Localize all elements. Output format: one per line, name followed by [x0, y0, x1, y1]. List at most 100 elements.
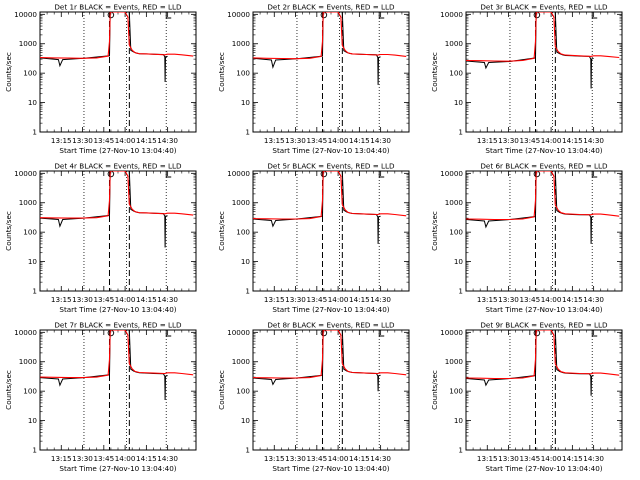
plot-frame: [465, 11, 623, 133]
x-axis-label: Start Time (27-Nov-10 13:04:40): [485, 146, 602, 155]
x-tick-label: 13:15: [477, 136, 498, 145]
x-tick-label: 13:30: [285, 136, 306, 145]
l-marker-symbol: [591, 12, 598, 19]
y-tick-label: 1: [458, 446, 463, 455]
y-tick-label: 1: [32, 446, 37, 455]
l-marker-symbol: [378, 330, 385, 337]
x-tick-label: 14:00: [328, 295, 349, 304]
panel-det-5: 1 10 100 1000 10000 13:15 13:30 13:45 14:00 14:15…: [217, 162, 410, 314]
x-tick-label: 13:45: [306, 136, 327, 145]
y-tick-label: 1000: [232, 198, 251, 207]
events-series-line: [253, 330, 381, 392]
x-tick-label: 13:45: [519, 295, 540, 304]
panel-title: Det 6r BLACK = Events, RED = LLD: [480, 162, 608, 171]
series-group: [466, 12, 620, 89]
y-tick-label: 1: [245, 287, 250, 296]
y-axis-label: Counts/sec: [430, 370, 439, 410]
panel-det-7: 1 10 100 1000 10000 13:15 13:30 13:45 14:00 14:15…: [4, 321, 197, 473]
l-marker-symbol: [165, 12, 172, 19]
plot-frame: [39, 329, 197, 451]
x-tick-label: 13:15: [264, 454, 285, 463]
panel-det-2: 1 10 100 1000 10000 13:15 13:30 13:45 14:00 14:15…: [217, 3, 410, 155]
x-tick-label: 14:00: [328, 136, 349, 145]
x-axis-label: Start Time (27-Nov-10 13:04:40): [272, 305, 389, 314]
events-series-line: [466, 330, 594, 396]
x-tick-label: 13:15: [51, 454, 72, 463]
y-tick-label: 1: [32, 287, 37, 296]
series-group: [253, 12, 407, 85]
x-tick-label: 13:30: [498, 136, 519, 145]
panel-title: Det 2r BLACK = Events, RED = LLD: [267, 3, 395, 12]
series-group: [253, 330, 407, 392]
x-tick-label: 14:00: [541, 454, 562, 463]
lld-series-line: [253, 330, 407, 379]
series-group: [40, 171, 194, 248]
y-tick-label: 1000: [19, 39, 38, 48]
y-tick-label: 1: [245, 446, 250, 455]
y-tick-label: 100: [236, 228, 250, 237]
y-axis-label: Counts/sec: [4, 211, 13, 251]
l-marker-symbol: [591, 330, 598, 337]
x-tick-label: 14:00: [115, 454, 136, 463]
x-tick-label: 14:30: [370, 295, 391, 304]
y-tick-label: 1: [245, 128, 250, 137]
x-tick-label: 13:45: [306, 295, 327, 304]
y-tick-label: 10000: [440, 169, 463, 178]
lld-series-line: [40, 171, 194, 219]
events-series-line: [40, 330, 168, 401]
y-tick-label: 1000: [19, 198, 38, 207]
y-axis-label: Counts/sec: [4, 52, 13, 92]
lld-series-line: [40, 12, 194, 59]
x-tick-label: 13:15: [477, 295, 498, 304]
x-tick-label: 14:00: [541, 295, 562, 304]
lld-series-line: [40, 330, 194, 379]
panel-det-1: 1 10 100 1000 10000 13:15 13:30 13:45 14:00 14:15…: [4, 3, 197, 155]
x-tick-label: 13:15: [51, 295, 72, 304]
events-series-line: [466, 171, 594, 244]
lld-series-line: [466, 12, 620, 62]
x-tick-label: 14:30: [370, 136, 391, 145]
panel-det-4: 1 10 100 1000 10000 13:15 13:30 13:45 14:00 14:15…: [4, 162, 197, 314]
x-tick-label: 13:30: [498, 295, 519, 304]
x-tick-label: 13:45: [519, 454, 540, 463]
y-tick-label: 100: [236, 387, 250, 396]
y-tick-label: 10000: [440, 328, 463, 337]
l-marker-symbol: [591, 171, 598, 178]
y-tick-label: 1000: [445, 198, 464, 207]
x-tick-label: 13:45: [93, 454, 114, 463]
l-marker-symbol: [378, 171, 385, 178]
events-series-line: [253, 171, 381, 244]
events-series-line: [40, 12, 168, 83]
y-tick-label: 1000: [232, 357, 251, 366]
x-tick-label: 13:15: [51, 136, 72, 145]
y-tick-label: 100: [449, 69, 463, 78]
y-tick-label: 10: [454, 416, 464, 425]
panel-det-8: 1 10 100 1000 10000 13:15 13:30 13:45 14:00 14:15…: [217, 321, 410, 473]
events-series-line: [253, 12, 381, 85]
x-tick-label: 14:30: [370, 454, 391, 463]
x-axis-label: Start Time (27-Nov-10 13:04:40): [59, 464, 176, 473]
x-tick-label: 13:30: [72, 454, 93, 463]
x-tick-label: 14:15: [349, 454, 370, 463]
x-tick-label: 13:15: [477, 454, 498, 463]
x-tick-label: 14:15: [562, 295, 583, 304]
x-axis-label: Start Time (27-Nov-10 13:04:40): [485, 464, 602, 473]
events-series-line: [40, 171, 168, 248]
y-tick-label: 10: [454, 98, 464, 107]
panel-title: Det 9r BLACK = Events, RED = LLD: [480, 321, 608, 330]
x-tick-label: 14:30: [583, 136, 604, 145]
panel-title: Det 5r BLACK = Events, RED = LLD: [267, 162, 395, 171]
panel-title: Det 3r BLACK = Events, RED = LLD: [480, 3, 608, 12]
lld-series-line: [253, 171, 407, 220]
x-tick-label: 14:00: [115, 136, 136, 145]
y-tick-label: 10: [28, 98, 38, 107]
x-tick-label: 14:15: [136, 136, 157, 145]
panel-det-3: 1 10 100 1000 10000 13:15 13:30 13:45 14:00 14:15…: [430, 3, 623, 155]
lld-series-line: [253, 12, 407, 60]
panel-title: Det 8r BLACK = Events, RED = LLD: [267, 321, 395, 330]
x-tick-label: 13:30: [72, 295, 93, 304]
y-tick-label: 1000: [19, 357, 38, 366]
plot-frame: [465, 329, 623, 451]
y-axis-label: Counts/sec: [4, 370, 13, 410]
y-tick-label: 1000: [445, 39, 464, 48]
